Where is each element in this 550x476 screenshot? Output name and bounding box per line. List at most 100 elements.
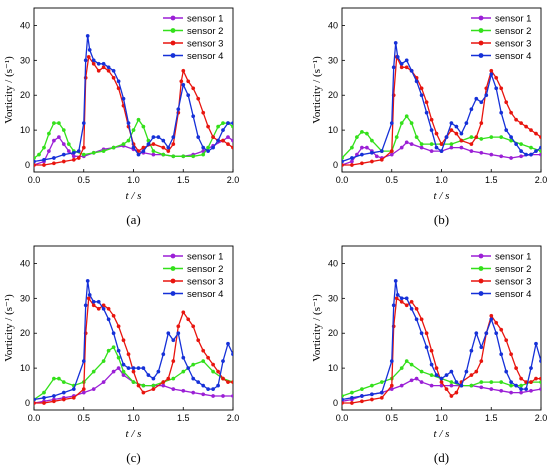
- data-point: [394, 296, 399, 301]
- data-point: [151, 387, 156, 391]
- data-point: [231, 394, 233, 398]
- data-point: [409, 142, 414, 147]
- data-point: [201, 392, 206, 397]
- data-point: [489, 313, 494, 318]
- y-axis-label: Vorticity / (s⁻¹): [311, 294, 323, 362]
- data-point: [389, 121, 394, 126]
- data-point: [484, 93, 489, 98]
- data-point: [519, 383, 523, 388]
- data-point: [489, 135, 494, 140]
- data-point: [439, 142, 444, 147]
- y-tick-label: 0: [25, 160, 30, 170]
- data-point: [342, 394, 344, 398]
- data-point: [211, 369, 216, 374]
- legend-marker: [478, 15, 484, 21]
- data-point: [231, 380, 233, 384]
- x-tick-label: 1.5: [177, 175, 190, 185]
- x-tick-label: 1.0: [435, 175, 448, 185]
- data-point: [499, 388, 504, 393]
- panel-label: (d): [434, 450, 449, 465]
- data-point: [509, 390, 513, 395]
- legend-label: sensor 2: [187, 26, 223, 37]
- series-line: [342, 297, 541, 404]
- data-point: [171, 154, 176, 159]
- data-point: [499, 352, 504, 357]
- data-point: [379, 149, 384, 154]
- data-point: [181, 82, 186, 87]
- data-point: [509, 110, 513, 115]
- data-point: [434, 373, 439, 377]
- data-point: [424, 331, 429, 336]
- data-point: [101, 65, 106, 70]
- data-point: [61, 397, 66, 402]
- data-point: [539, 152, 541, 157]
- legend-label: sensor 3: [495, 39, 531, 50]
- data-point: [439, 376, 444, 381]
- data-point: [151, 149, 156, 154]
- data-point: [414, 376, 419, 381]
- data-point: [409, 306, 414, 311]
- data-point: [161, 138, 166, 143]
- data-point: [231, 124, 233, 129]
- data-point: [504, 100, 509, 105]
- data-layer: [34, 34, 233, 167]
- data-point: [379, 157, 384, 162]
- data-point: [529, 128, 533, 133]
- data-point: [419, 331, 424, 336]
- data-point: [489, 152, 494, 157]
- data-point: [509, 380, 513, 384]
- legend-item: sensor 2: [471, 26, 531, 37]
- x-tick-label: 1.5: [485, 175, 498, 185]
- data-point: [349, 163, 354, 167]
- data-point: [106, 65, 111, 70]
- data-point: [81, 387, 86, 391]
- data-point: [419, 317, 424, 322]
- data-point: [459, 383, 464, 388]
- legend-marker: [478, 291, 484, 296]
- data-point: [71, 157, 76, 162]
- data-point: [414, 135, 419, 140]
- data-point: [206, 145, 211, 150]
- data-point: [479, 385, 484, 390]
- data-point: [181, 369, 186, 374]
- data-point: [534, 341, 538, 346]
- data-point: [196, 96, 201, 101]
- data-point: [201, 152, 206, 157]
- y-tick-label: 0: [333, 160, 338, 170]
- data-point: [449, 383, 454, 388]
- data-point: [61, 128, 66, 133]
- data-point: [141, 390, 146, 395]
- y-tick-label: 0: [25, 398, 30, 408]
- data-point: [206, 387, 211, 391]
- data-point: [489, 68, 494, 73]
- data-point: [449, 128, 454, 133]
- data-point: [87, 292, 92, 297]
- data-point: [359, 399, 364, 404]
- legend-item: sensor 2: [163, 26, 223, 37]
- data-point: [52, 156, 56, 160]
- data-point: [444, 387, 449, 391]
- legend-marker: [478, 266, 484, 271]
- legend-item: sensor 3: [471, 277, 531, 288]
- data-point: [519, 376, 523, 381]
- legend-label: sensor 3: [495, 277, 531, 288]
- data-point: [101, 306, 106, 311]
- x-tick-label: 2.0: [535, 175, 548, 185]
- data-point: [76, 156, 81, 160]
- data-point: [221, 359, 225, 363]
- data-point: [71, 150, 76, 155]
- x-tick-label: 0.0: [28, 175, 41, 185]
- data-point: [404, 140, 409, 145]
- data-point: [519, 154, 523, 159]
- data-point: [434, 131, 439, 136]
- data-point: [52, 161, 56, 166]
- data-point: [349, 145, 354, 150]
- data-point: [211, 135, 216, 140]
- data-layer: [342, 41, 541, 167]
- data-point: [116, 355, 121, 360]
- data-point: [34, 163, 36, 167]
- data-point: [166, 331, 171, 336]
- data-point: [439, 149, 444, 154]
- data-point: [404, 58, 409, 63]
